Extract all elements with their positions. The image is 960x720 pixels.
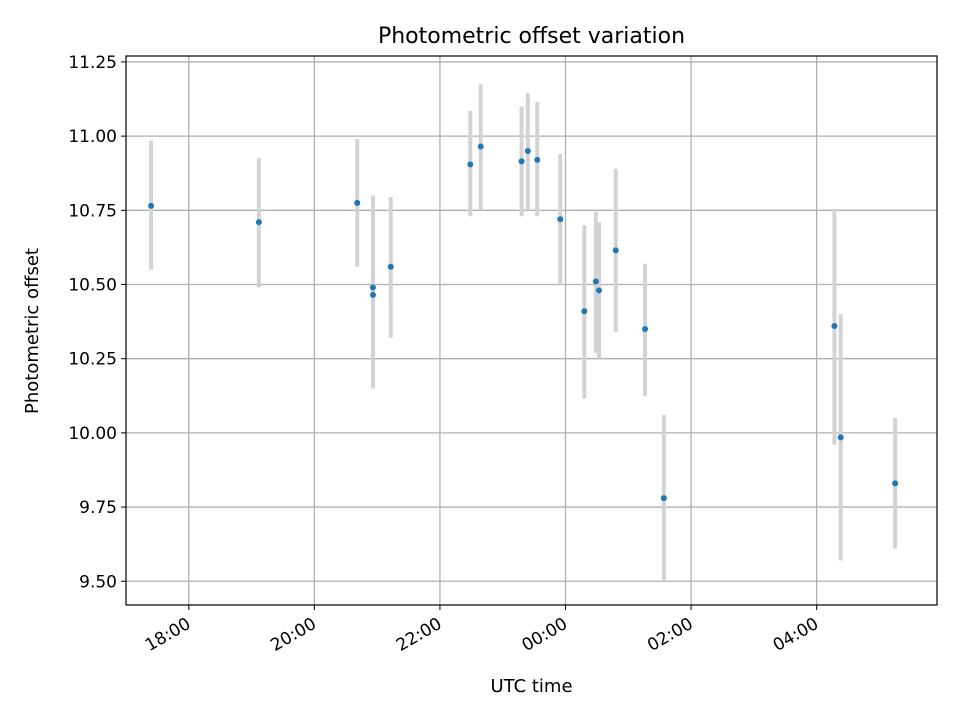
x-tick-label: 20:00	[267, 614, 319, 656]
data-point	[518, 158, 525, 165]
data-point	[581, 308, 588, 315]
x-tick-label: 18:00	[142, 614, 194, 656]
grid-lines	[126, 56, 937, 605]
y-tick-label: 10.75	[68, 201, 117, 221]
y-tick-label: 9.50	[79, 572, 117, 592]
y-axis-ticks: 9.50 9.75 10.00 10.25 10.50 10.75 11.00 11.25	[68, 53, 126, 592]
data-point	[387, 263, 394, 270]
data-point	[148, 202, 155, 209]
x-axis-ticks: 18:00 20:00 22:00 00:00 02:00 04:00	[142, 605, 822, 656]
data-point	[255, 219, 262, 226]
data-point	[534, 156, 541, 163]
y-tick-label: 11.00	[68, 127, 117, 147]
y-tick-label: 10.25	[68, 350, 117, 370]
y-tick-label: 10.50	[68, 276, 117, 296]
x-tick-label: 02:00	[644, 614, 696, 656]
data-point	[524, 147, 531, 154]
y-axis-label: Photometric offset	[22, 248, 43, 414]
data-point	[467, 161, 474, 168]
data-point	[557, 216, 564, 223]
data-point	[612, 247, 619, 254]
data-points	[148, 143, 899, 502]
data-point	[642, 326, 649, 333]
data-point	[660, 495, 667, 502]
x-tick-label: 04:00	[770, 614, 822, 656]
x-tick-label: 22:00	[393, 614, 445, 656]
data-point	[595, 287, 602, 294]
y-tick-label: 11.25	[68, 53, 117, 73]
y-tick-label: 10.00	[68, 424, 117, 444]
data-point	[354, 199, 361, 206]
plot-frame	[125, 55, 938, 606]
data-point	[369, 284, 376, 291]
data-point	[892, 480, 899, 487]
y-tick-label: 9.75	[79, 498, 117, 518]
data-point	[831, 323, 838, 330]
chart-title: Photometric offset variation	[378, 24, 685, 49]
data-point	[369, 291, 376, 298]
x-axis-label: UTC time	[490, 676, 572, 697]
data-point	[837, 434, 844, 441]
data-point	[592, 278, 599, 285]
data-point	[477, 143, 484, 150]
x-tick-label: 00:00	[519, 614, 571, 656]
